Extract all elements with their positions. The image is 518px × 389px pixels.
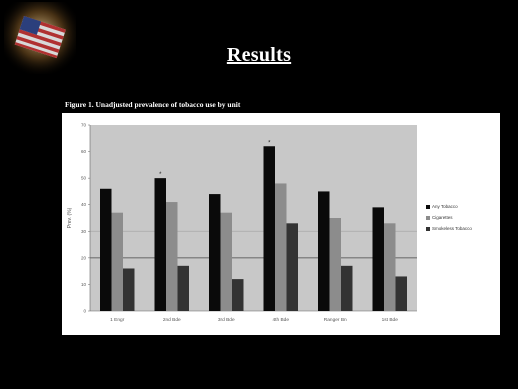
bar [372,207,384,311]
legend-label: Smokeless Tobacco [432,226,472,231]
plot-area [90,125,417,311]
figure-caption: Figure 1. Unadjusted prevalence of tobac… [65,100,241,109]
legend-item: Cigarettes [426,212,498,223]
bar [111,212,123,311]
y-tick-label: 50 [81,176,87,181]
bar [100,188,112,311]
bar [275,183,287,311]
y-tick-label: 40 [81,202,87,207]
x-tick-label: 1st Bde [382,317,399,323]
y-tick-label: 20 [81,255,87,260]
bar-chart: 0 10 20 30 40 50 60 70 Prev. (%) 1 Engr 2nd Bde 3rd… [67,123,417,323]
bar [123,268,135,311]
legend-swatch [426,226,430,231]
x-tick-label: 2nd Bde [163,317,181,323]
chart-panel: 0 10 20 30 40 50 60 70 Prev. (%) 1 Engr 2nd Bde 3rd… [62,113,500,335]
y-tick-label: 0 [83,309,86,314]
legend-label: Cigarettes [432,215,453,220]
bar [154,178,166,311]
bar [220,212,232,311]
y-tick-label: 30 [81,229,87,234]
legend-label: Any Tobacco [432,204,458,209]
bar [232,279,244,311]
x-tick-label: 3rd Bde [218,317,235,323]
y-tick-label: 60 [81,149,87,154]
bar [341,265,353,311]
y-axis-label: Prev. (%) [67,207,73,228]
bar [177,265,189,311]
y-tick-label: 10 [81,282,87,287]
bar [384,223,396,311]
x-tick-label: 1 Engr [110,317,125,323]
x-tick-label: Ranger Bn [324,317,347,323]
bar [209,194,221,311]
chart-legend: Any Tobacco Cigarettes Smokeless Tobacco [426,201,498,234]
x-tick-label: 4th Bde [272,317,289,323]
bar [395,276,407,311]
bar [329,218,341,311]
significance-marker: * [159,172,162,178]
bar [286,223,298,311]
american-flag-logo [4,2,76,74]
legend-swatch [426,204,430,209]
y-tick-label: 70 [81,123,87,128]
legend-item: Any Tobacco [426,201,498,212]
legend-swatch [426,215,430,220]
significance-marker: * [268,140,271,146]
legend-item: Smokeless Tobacco [426,223,498,234]
bar [166,202,178,311]
bar [318,191,330,311]
slide-title: Results [226,44,292,66]
bar [263,146,275,311]
